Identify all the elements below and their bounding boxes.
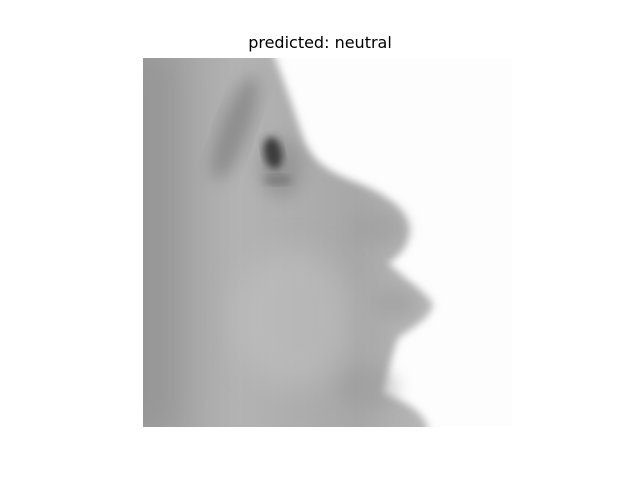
eye-graphic [263,137,292,185]
face-profile-graphic [143,58,512,427]
face-image [143,58,512,427]
figure-title: predicted: neutral [248,33,392,52]
